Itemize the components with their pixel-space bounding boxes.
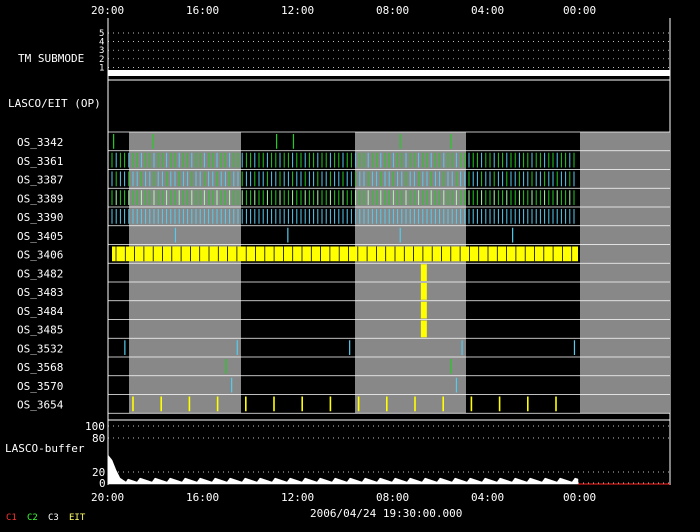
time-tick-label: 20:00	[91, 4, 124, 17]
os-row-label: OS_3568	[17, 361, 63, 374]
os-row-marks	[231, 377, 458, 393]
bottom-time-axis: 20:00 16:00 12:00 08:00 04:00 00:00	[91, 491, 596, 504]
legend-item: EIT	[69, 513, 86, 523]
os-row-marks	[174, 227, 514, 243]
os-row-label: OS_3532	[17, 342, 63, 355]
timestamp-label: 2006/04/24 19:30:00.000	[310, 507, 462, 520]
buffer-trace	[107, 454, 579, 485]
os-row-label: OS_3387	[17, 174, 63, 187]
os-row-marks	[420, 320, 427, 338]
buffer-level-label: 100	[85, 420, 105, 433]
os-row-marks	[111, 171, 575, 187]
os-row-label: OS_3654	[17, 399, 64, 412]
legend-item: C2	[27, 513, 38, 523]
os-row-marks	[124, 340, 576, 355]
os-rows-area: OS_3342 OS_3361 OS_3387 OS_3389 OS_3390 OS_34…	[17, 131, 670, 414]
os-event-block	[420, 301, 427, 319]
submode-level-label: 1	[99, 63, 104, 73]
time-tick-label: 16:00	[186, 491, 219, 504]
time-tick-label: 12:00	[281, 491, 314, 504]
time-tick-label: 08:00	[376, 4, 409, 17]
time-tick-label: 00:00	[563, 491, 596, 504]
buffer-level-label: 20	[92, 466, 105, 479]
buffer-level-label: 80	[92, 432, 105, 445]
os-event-block	[420, 320, 427, 338]
time-tick-label: 08:00	[376, 491, 409, 504]
os-row-marks	[113, 134, 452, 149]
submode-grid	[108, 32, 670, 68]
os-row-label: OS_3483	[17, 286, 63, 299]
os-row-marks	[111, 209, 575, 224]
time-tick-label: 04:00	[471, 491, 504, 504]
os-row-label: OS_3570	[17, 380, 63, 393]
buffer-level-label: 0	[99, 477, 106, 490]
shaded-period	[580, 132, 670, 414]
buffer-title: LASCO-buffer	[5, 442, 85, 455]
os-row-label: OS_3482	[17, 267, 63, 280]
submode-level-bar	[108, 70, 670, 76]
submode-level-label: 2	[99, 55, 104, 65]
os-row-label: OS_3406	[17, 249, 63, 262]
os-row-label: OS_3361	[17, 155, 63, 168]
section-title: LASCO/EIT (OP)	[8, 97, 101, 110]
os-row-label: OS_3389	[17, 192, 63, 205]
time-tick-label: 12:00	[281, 4, 314, 17]
os-event-block	[420, 264, 427, 281]
submode-level-label: 5	[99, 29, 104, 39]
instrument-legend: C1 C2 C3 EIT	[6, 513, 86, 523]
os-row-marks	[111, 190, 575, 205]
os-event-block	[420, 283, 427, 300]
legend-item: C1	[6, 513, 17, 523]
legend-item: C3	[48, 513, 59, 523]
os-row-marks	[112, 246, 578, 262]
top-time-axis: 20:00 16:00 12:00 08:00 04:00 00:00	[91, 4, 596, 17]
shaded-period	[129, 132, 241, 414]
submode-level-label: 3	[99, 46, 104, 56]
os-row-marks	[111, 152, 575, 168]
time-tick-label: 16:00	[186, 4, 219, 17]
os-row-label: OS_3484	[17, 305, 64, 318]
os-event-band	[112, 246, 578, 262]
os-row-label: OS_3405	[17, 230, 63, 243]
os-row-marks	[420, 283, 427, 300]
os-row-marks	[420, 264, 427, 281]
os-row-marks	[132, 396, 557, 412]
os-row-label: OS_3390	[17, 211, 63, 224]
time-tick-label: 00:00	[563, 4, 596, 17]
buffer-grid	[108, 419, 670, 484]
submode-title: TM SUBMODE	[18, 52, 84, 65]
time-tick-label: 20:00	[91, 491, 124, 504]
os-row-marks	[420, 301, 427, 319]
os-row-label: OS_3485	[17, 324, 63, 337]
submode-level-label: 4	[99, 38, 104, 48]
os-row-label: OS_3342	[17, 136, 63, 149]
os-row-marks	[225, 359, 452, 374]
time-tick-label: 04:00	[471, 4, 504, 17]
